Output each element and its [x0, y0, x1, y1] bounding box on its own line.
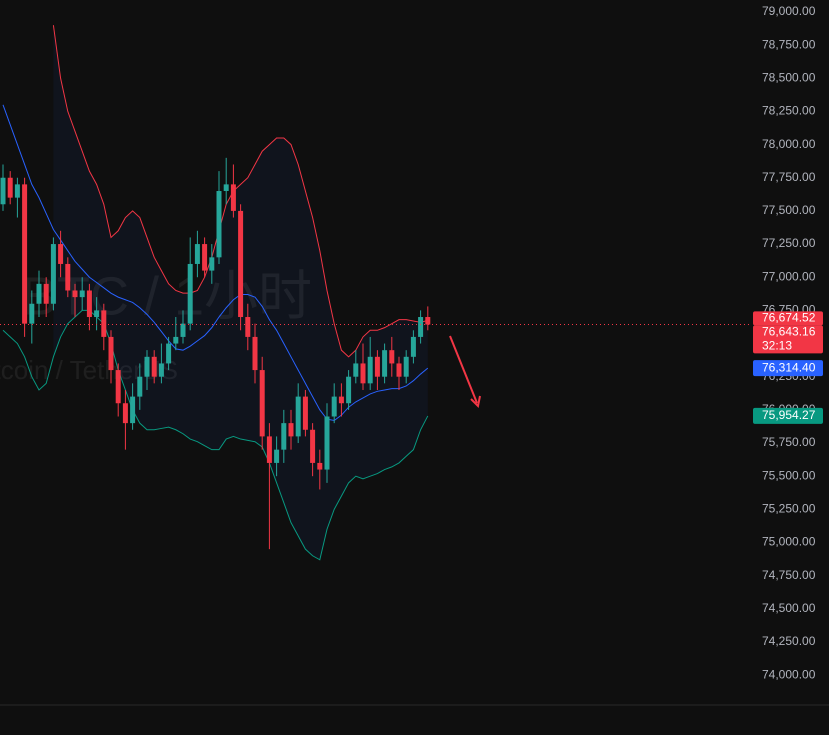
y-tick-label: 78,750.00 [762, 37, 816, 51]
candle-body [382, 350, 388, 377]
price-tag-label: 76,674.52 [762, 311, 816, 325]
candle-body [115, 370, 121, 404]
candle-body [58, 244, 64, 264]
candle-body [418, 317, 424, 337]
candle-body [346, 376, 352, 404]
y-tick-label: 75,250.00 [762, 502, 816, 516]
y-tick-label: 75,500.00 [762, 468, 816, 482]
candle-body [187, 263, 193, 324]
arrow-shaft [449, 335, 478, 404]
candle-body [108, 336, 114, 371]
candle-body [7, 177, 13, 198]
candle-body [223, 184, 229, 192]
y-tick-label: 77,500.00 [762, 203, 816, 217]
candle-body [425, 317, 431, 325]
candle-body [403, 356, 409, 377]
band-line [2, 104, 429, 422]
candle-body [209, 257, 215, 271]
y-tick-label: 77,750.00 [762, 170, 816, 184]
y-tick-label: 77,250.00 [762, 236, 816, 250]
candle-body [72, 290, 78, 298]
arrow-head [470, 395, 481, 409]
price-tag [753, 325, 823, 354]
candle-body [252, 336, 258, 371]
band-line [52, 25, 428, 358]
candle-body [22, 184, 28, 324]
candle-body [281, 423, 287, 450]
candle-body [122, 403, 128, 424]
candle-body [338, 396, 344, 404]
price-tag [753, 407, 823, 424]
candle-body [245, 317, 251, 337]
candle-body [180, 323, 186, 337]
candle-body [130, 396, 136, 424]
candle-body [86, 290, 92, 318]
y-tick-label: 75,750.00 [762, 435, 816, 449]
y-tick-label: 79,000.00 [762, 4, 816, 18]
y-tick-label: 78,500.00 [762, 70, 816, 84]
candle-body [94, 310, 100, 318]
candle-body [194, 244, 200, 264]
candle-body [216, 191, 222, 258]
y-tick-label: 74,500.00 [762, 601, 816, 615]
candle-body [288, 423, 294, 437]
candle-body [302, 396, 308, 430]
candle-body [50, 244, 56, 304]
price-tag [753, 311, 823, 326]
price-tag-label: 76,643.16 [762, 325, 816, 339]
candle-body [65, 263, 71, 291]
candle-body [101, 310, 107, 337]
price-tag-label: 76,314.40 [762, 360, 816, 374]
price-countdown: 32:13 [762, 339, 792, 353]
band-line [2, 309, 429, 561]
candle-body [230, 184, 236, 211]
candle-body [36, 283, 42, 304]
candle-body [396, 363, 402, 377]
candle-body [410, 336, 416, 357]
candle-body [151, 356, 157, 377]
candle-body [259, 370, 265, 437]
price-tag [753, 360, 823, 377]
candle-body [310, 429, 316, 463]
candle-body [389, 350, 395, 364]
y-tick-label: 78,250.00 [762, 104, 816, 118]
candle-body [43, 283, 49, 304]
candle-body [29, 303, 35, 324]
y-tick-label: 75,000.00 [762, 535, 816, 549]
candle-body [266, 436, 272, 463]
candle-body [360, 363, 366, 384]
y-tick-label: 74,750.00 [762, 568, 816, 582]
y-tick-label: 78,000.00 [762, 137, 816, 151]
candle-body [274, 449, 280, 463]
candle-body [14, 184, 20, 198]
candle-body [331, 396, 337, 417]
candle-body [238, 210, 244, 318]
price-tag-label: 75,954.27 [762, 408, 816, 422]
candle-body [317, 462, 323, 470]
candle-body [374, 356, 380, 377]
candle-body [137, 376, 143, 397]
y-tick-label: 74,000.00 [762, 667, 816, 681]
candle-body [158, 363, 164, 377]
candle-body [173, 336, 179, 344]
y-tick-label: 77,000.00 [762, 269, 816, 283]
candle-body [0, 177, 6, 205]
candle-body [202, 244, 208, 271]
candle-body [353, 363, 359, 377]
candle-body [295, 396, 301, 437]
candle-body [367, 356, 373, 384]
candle-body [144, 356, 150, 377]
candle-body [166, 343, 172, 364]
y-tick-label: 74,250.00 [762, 634, 816, 648]
candle-body [79, 290, 85, 298]
candle-body [324, 416, 330, 470]
